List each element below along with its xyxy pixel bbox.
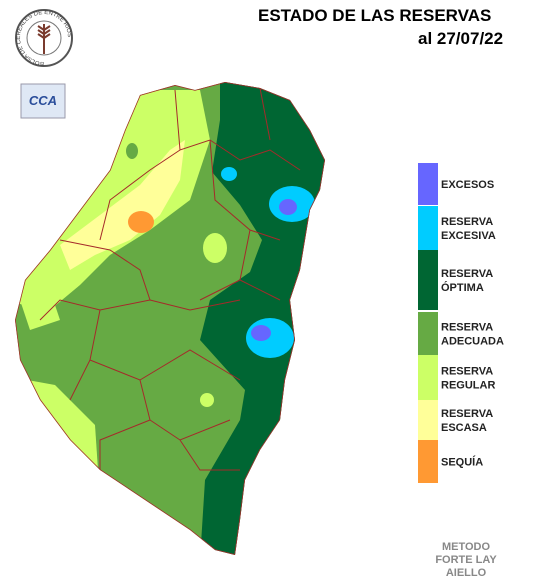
province-map: [15, 82, 325, 555]
legend-label: ÓPTIMA: [441, 281, 484, 294]
legend-label: RESERVA: [441, 408, 493, 420]
legend-label: RESERVA: [441, 366, 493, 378]
legend-swatch: [418, 440, 438, 483]
legend-swatch: [418, 400, 438, 440]
legend-label: RESERVA: [441, 322, 493, 334]
legend-swatch: [418, 355, 438, 400]
legend-swatch: [418, 250, 438, 310]
legend-label: REGULAR: [441, 380, 495, 392]
legend-label: RESERVA: [441, 268, 493, 280]
legend-swatch: [418, 163, 438, 205]
logo-badge: CCA: [29, 93, 57, 108]
legend-label: EXCESIVA: [441, 230, 496, 242]
legend-swatch: [418, 312, 438, 355]
legend-swatch: [418, 206, 438, 250]
method-line: FORTE LAY: [435, 554, 497, 566]
method-line: AIELLO: [446, 567, 487, 576]
logo: BOLSA DE CEREALES DE ENTRE RIOS CCA: [15, 9, 73, 119]
date: al 27/07/22: [418, 29, 503, 48]
method-line: METODO: [442, 541, 491, 553]
legend-label: SEQUÍA: [441, 456, 483, 469]
legend-label: EXCESOS: [441, 179, 494, 191]
legend-label: RESERVA: [441, 216, 493, 228]
legend-label: ADECUADA: [441, 336, 504, 348]
title: ESTADO DE LAS RESERVAS: [258, 6, 491, 25]
legend: EXCESOSRESERVAEXCESIVARESERVAÓPTIMARESER…: [418, 163, 504, 483]
legend-label: ESCASA: [441, 422, 487, 434]
